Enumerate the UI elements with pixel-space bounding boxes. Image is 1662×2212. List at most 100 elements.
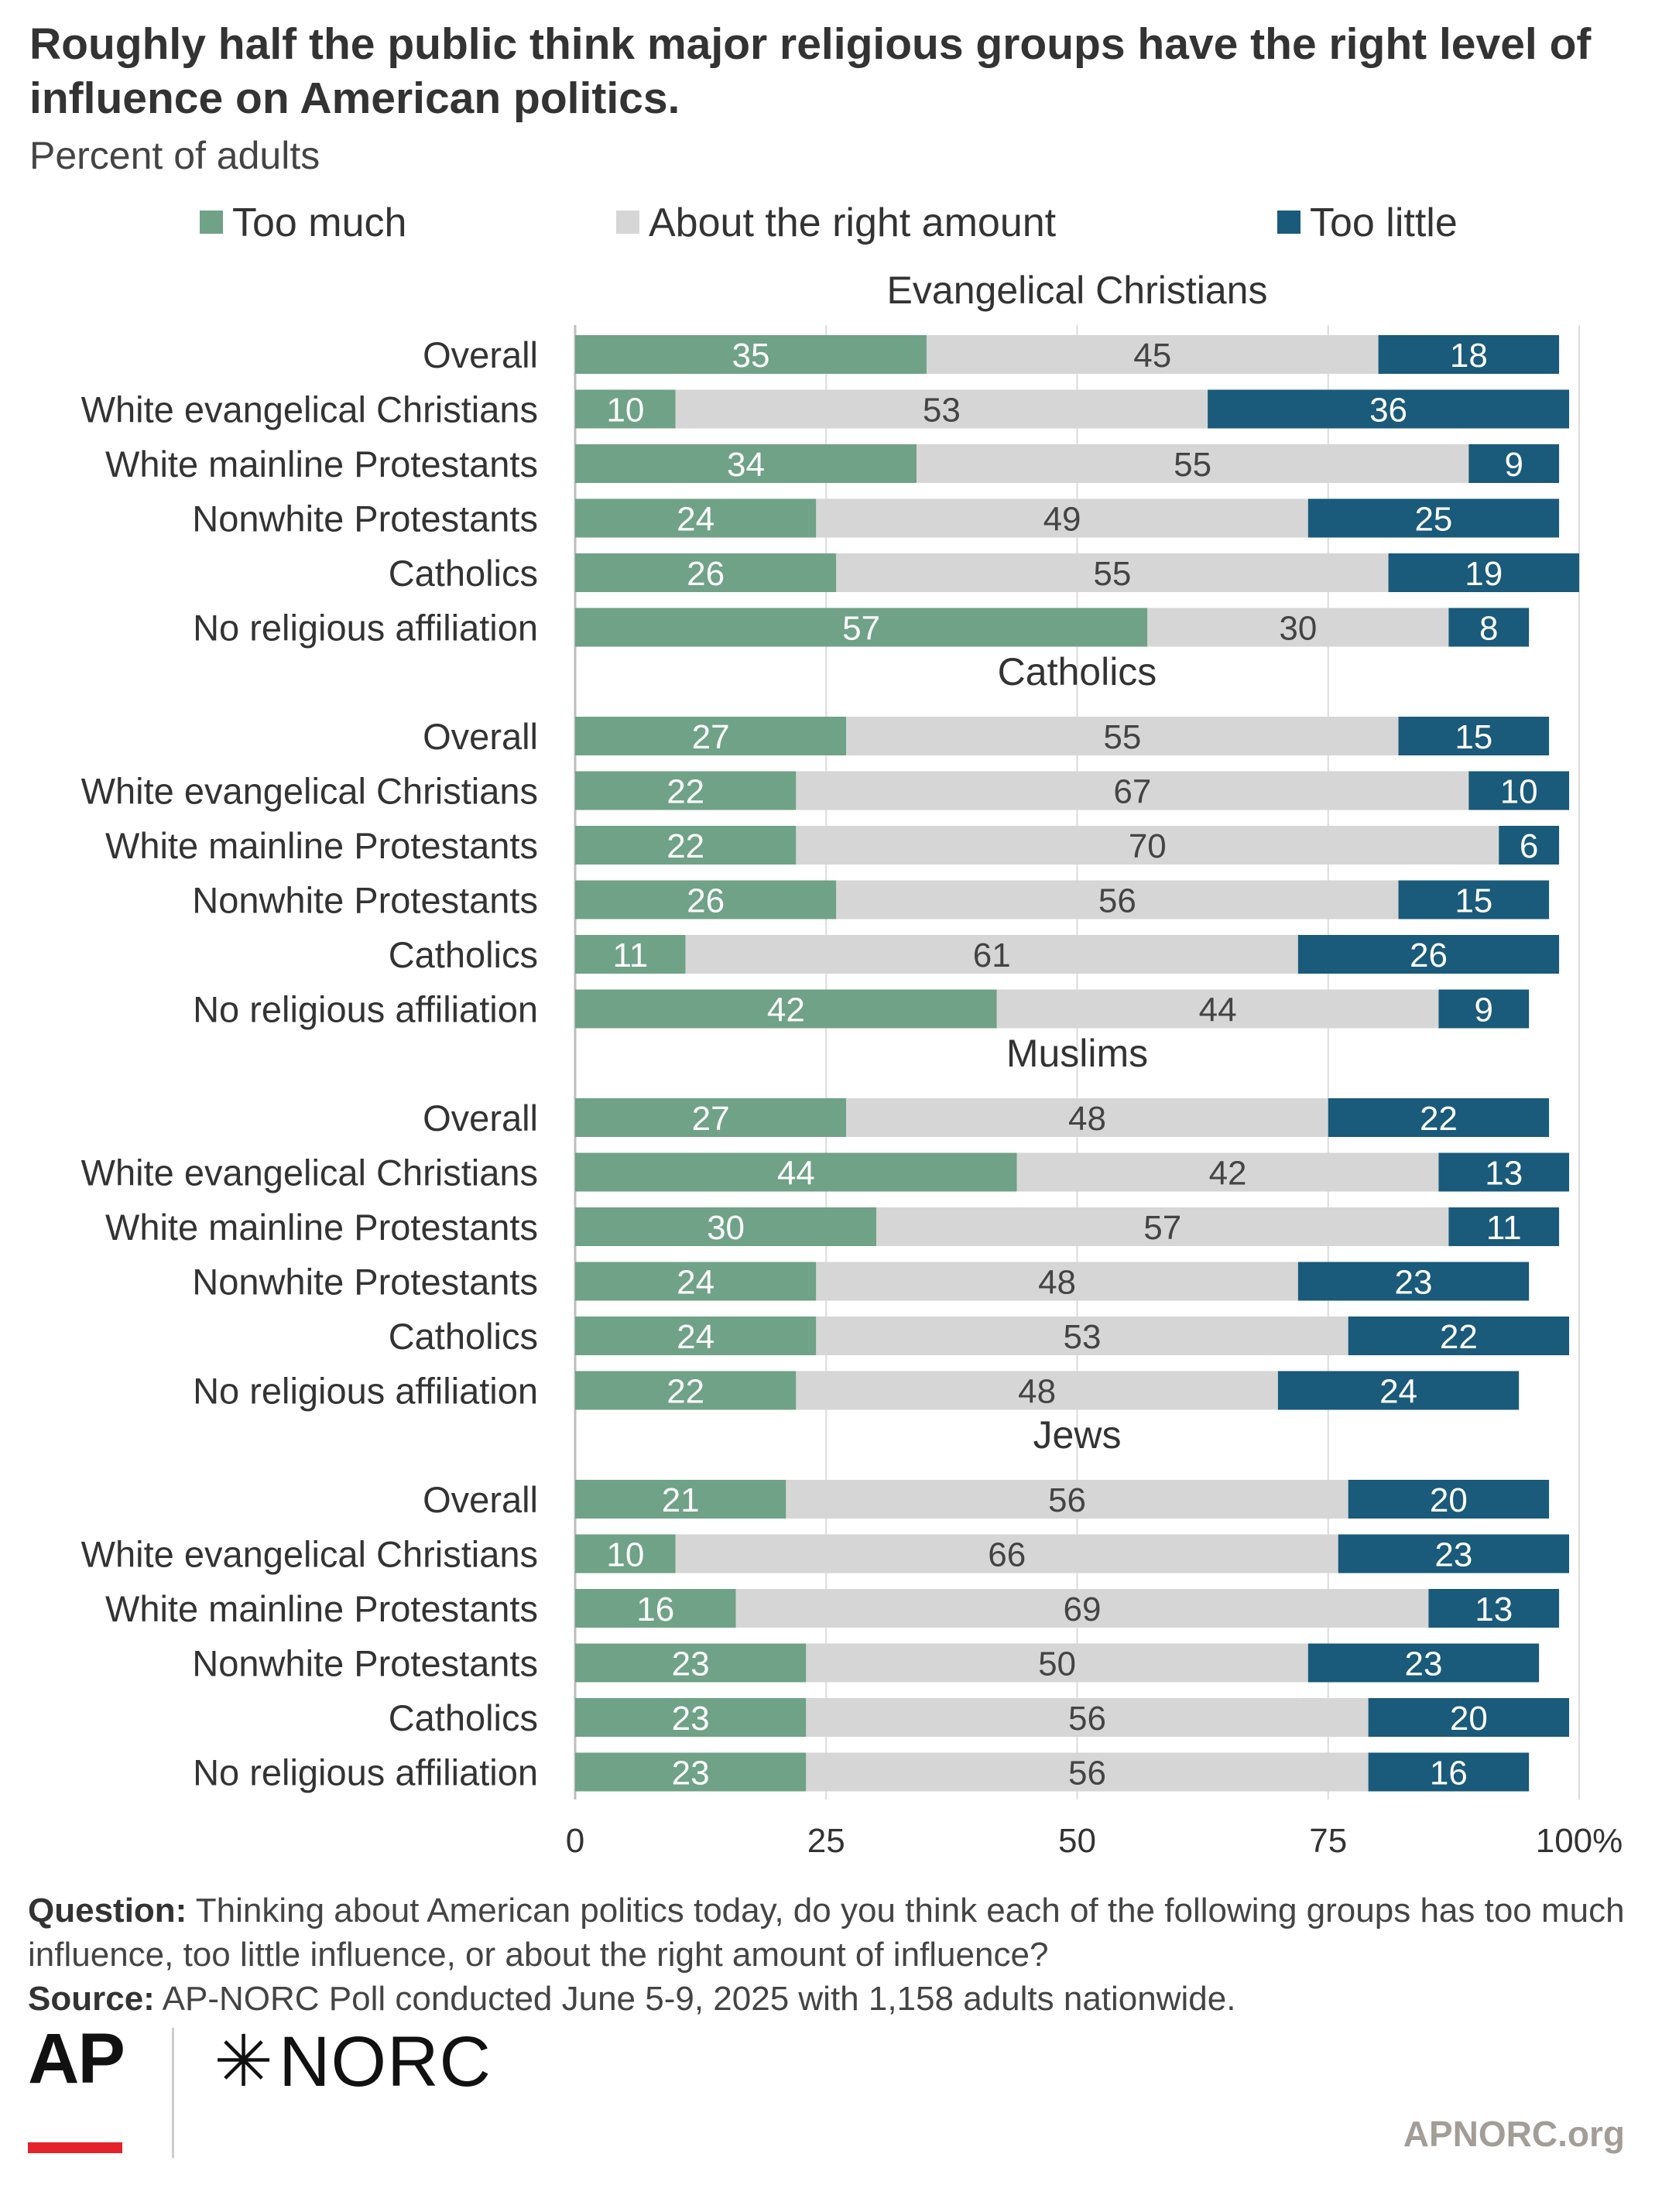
data-label: 23 [672,1755,710,1793]
data-label: 10 [606,1536,644,1574]
data-label: 57 [1143,1209,1181,1247]
data-label: 61 [973,937,1011,974]
data-label: 24 [677,1264,714,1302]
stacked-bar-chart: Evangelical Christians Overall 35 45 18 White… [81,269,1623,1860]
bar-too-much [575,389,676,429]
bar-about-right [806,1643,1308,1683]
category-label: Overall [423,1097,538,1139]
bar-too-little [1468,771,1570,810]
bar-about-right [796,771,1469,810]
data-label: 56 [1068,1755,1106,1793]
data-label: 42 [767,991,805,1029]
x-tick-label: 100% [1536,1822,1623,1860]
data-label: 22 [667,773,704,811]
bar-about-right [876,1207,1449,1246]
x-tick-label: 0 [566,1822,584,1860]
data-label: 26 [1410,937,1448,974]
legend-about-right: About the right amount [616,200,1056,246]
x-tick-label: 75 [1309,1822,1347,1860]
bar-too-much [575,935,686,974]
bar-too-little [1208,389,1570,429]
legend-too-little: Too little [1277,200,1458,246]
data-label: 48 [1068,1100,1106,1138]
bar-about-right [806,1752,1369,1792]
data-label: 55 [1174,446,1211,484]
bar-too-little [1388,553,1579,592]
legend-swatch-too-much [200,211,223,235]
bar-about-right [1016,1152,1439,1192]
bar-too-much [575,498,817,538]
data-label: 20 [1430,1481,1468,1519]
data-label: 24 [677,1318,714,1356]
bar-about-right [916,444,1469,483]
bar-too-little [1307,498,1560,538]
x-tick-label: 50 [1058,1822,1096,1860]
source-note: Source: AP-NORC Poll conducted June 5-9,… [28,1977,1638,2021]
bar-too-much [575,1317,817,1355]
category-label: Nonwhite Protestants [192,880,538,921]
data-label: 15 [1455,882,1492,920]
bar-too-little [1328,1098,1550,1137]
data-label: 70 [1129,827,1167,865]
bar-about-right [675,1534,1338,1573]
chart-notes: Question: Thinking about American politi… [28,1888,1638,2021]
data-label: 11 [612,937,648,974]
data-label: 56 [1098,882,1136,920]
data-label: 15 [1455,718,1492,756]
bar-too-little [1368,1698,1570,1737]
data-label: 23 [672,1700,710,1738]
category-label: Overall [423,716,538,757]
bar-about-right [735,1589,1429,1628]
data-label: 55 [1103,718,1141,756]
bar-too-much [575,1480,786,1519]
bar-about-right [1147,608,1449,647]
category-label: White evangelical Christians [81,1534,538,1575]
data-label: 53 [1064,1318,1102,1356]
data-label: 27 [692,1100,730,1138]
bar-too-much [575,717,847,755]
category-label: White evangelical Christians [81,1152,538,1193]
source-text: AP-NORC Poll conducted June 5-9, 2025 wi… [162,1980,1236,2018]
panel-title: Jews [1033,1413,1122,1457]
category-label: White mainline Protestants [105,1588,538,1629]
data-label: 56 [1048,1481,1086,1519]
bar-too-little [1338,1534,1570,1573]
data-label: 44 [777,1155,815,1193]
data-label: 23 [672,1645,710,1683]
legend-swatch-too-little [1277,211,1300,235]
category-label: Catholics [389,1697,538,1738]
star-icon: ✳ [214,2022,275,2101]
data-label: 16 [1430,1755,1468,1793]
data-label: 18 [1450,337,1488,375]
x-tick-label: 25 [807,1822,845,1860]
bar-about-right [996,989,1439,1029]
bar-too-little [1307,1643,1540,1683]
data-label: 56 [1068,1700,1106,1738]
data-label: 48 [1018,1373,1056,1411]
category-label: White mainline Protestants [105,1207,538,1248]
bar-too-little [1348,1480,1550,1519]
data-label: 23 [1434,1536,1472,1574]
category-label: No religious affiliation [193,608,538,649]
data-label: 6 [1520,827,1538,865]
category-label: Overall [423,334,538,375]
bar-too-little [1438,1152,1570,1192]
bar-too-much [575,1152,1017,1192]
bar-too-little [1297,935,1560,974]
bar-too-much [575,553,837,592]
bar-too-much [575,1207,877,1246]
bar-too-little [1297,1262,1530,1301]
legend-too-much: Too much [200,200,406,246]
data-label: 35 [732,337,769,375]
chart-title: Roughly half the public think major reli… [29,19,1592,123]
data-label: 8 [1479,610,1498,648]
data-label: 22 [1420,1100,1458,1138]
bar-about-right [816,1317,1348,1355]
data-label: 57 [842,610,880,648]
category-label: Nonwhite Protestants [192,1262,538,1303]
data-label: 9 [1475,991,1493,1029]
data-label: 34 [727,446,765,484]
legend-swatch-about-right [616,211,639,235]
data-label: 42 [1209,1155,1247,1193]
data-label: 25 [1414,501,1452,539]
